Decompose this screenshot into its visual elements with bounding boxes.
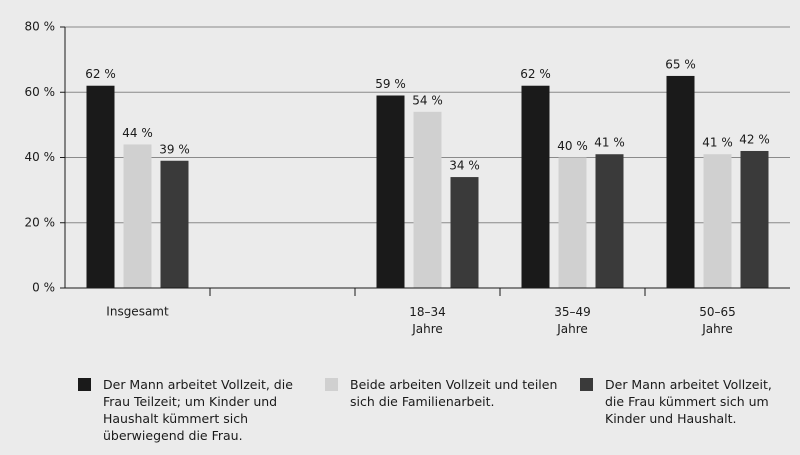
x-tick-label-line: Jahre — [701, 322, 733, 336]
y-tick-label: 20 % — [25, 215, 56, 229]
bar — [160, 160, 189, 288]
legend-item: Der Mann arbeitet Vollzeit, die Frau küm… — [580, 376, 785, 427]
legend-label: Beide arbeiten Vollzeit und teilen sich … — [350, 377, 558, 409]
legend-label: Der Mann arbeitet Vollzeit, die Frau Tei… — [103, 377, 293, 443]
bar — [521, 85, 550, 288]
value-label: 44 % — [122, 126, 153, 140]
value-label: 41 % — [702, 136, 733, 150]
value-label: 54 % — [412, 93, 443, 107]
x-tick-label-line: 50–65 — [699, 305, 736, 319]
bar — [703, 154, 732, 288]
x-tick-label-line: 35–49 — [554, 305, 591, 319]
legend-item: Beide arbeiten Vollzeit und teilen sich … — [325, 376, 565, 410]
legend-swatch — [580, 378, 593, 391]
bar — [86, 85, 115, 288]
value-label: 59 % — [375, 77, 406, 91]
x-tick-label: 18–34 Jahre — [409, 305, 446, 336]
bar — [666, 75, 695, 288]
x-tick-label: Insgesamt — [106, 305, 169, 319]
y-tick-label: 80 % — [25, 20, 56, 34]
legend-swatch — [325, 378, 338, 391]
bar — [450, 177, 479, 288]
legend-item: Der Mann arbeitet Vollzeit, die Frau Tei… — [78, 376, 303, 444]
value-label: 41 % — [594, 136, 625, 150]
value-label: 40 % — [557, 139, 588, 153]
y-tick-label: 60 % — [25, 85, 56, 99]
x-tick-label-line: Jahre — [411, 322, 443, 336]
bar — [558, 157, 587, 288]
x-tick-label-line: Jahre — [556, 322, 588, 336]
legend-swatch — [78, 378, 91, 391]
value-label: 34 % — [449, 159, 480, 173]
bar — [595, 154, 624, 288]
value-label: 42 % — [739, 132, 770, 146]
value-label: 65 % — [665, 57, 696, 71]
bar — [413, 111, 442, 288]
x-tick-label-line: 18–34 — [409, 305, 446, 319]
bar — [376, 95, 405, 288]
bar — [740, 150, 769, 288]
legend-label: Der Mann arbeitet Vollzeit, die Frau küm… — [605, 377, 772, 426]
value-label: 62 % — [85, 67, 116, 81]
y-tick-label: 0 % — [32, 281, 55, 295]
x-tick-label: 35–49 Jahre — [554, 305, 591, 336]
value-label: 62 % — [520, 67, 551, 81]
y-tick-label: 40 % — [25, 150, 56, 164]
bar — [123, 144, 152, 288]
x-tick-label: 50–65 Jahre — [699, 305, 736, 336]
value-label: 39 % — [159, 142, 190, 156]
